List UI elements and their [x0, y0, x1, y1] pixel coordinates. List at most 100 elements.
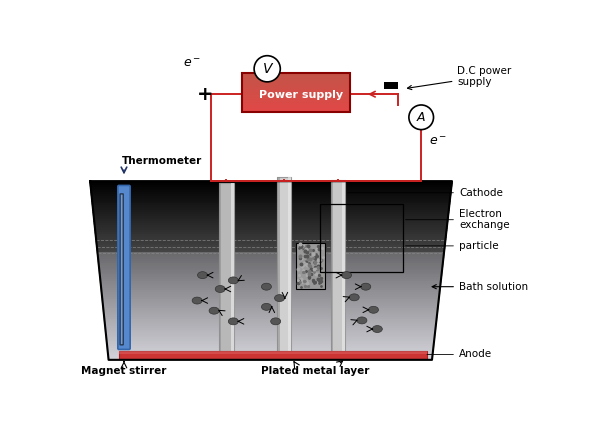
- Polygon shape: [96, 244, 445, 246]
- Bar: [242, 74, 350, 75]
- Bar: [242, 89, 350, 90]
- Polygon shape: [103, 302, 438, 304]
- Bar: [242, 105, 350, 106]
- Ellipse shape: [341, 272, 352, 279]
- Bar: [277, 178, 291, 358]
- Text: D.C power
supply: D.C power supply: [407, 66, 512, 89]
- Text: Thermometer: Thermometer: [121, 156, 202, 166]
- Bar: [242, 96, 350, 97]
- Polygon shape: [90, 181, 452, 184]
- Bar: [331, 181, 334, 358]
- Bar: [242, 85, 350, 86]
- FancyBboxPatch shape: [120, 194, 123, 345]
- Bar: [242, 90, 350, 91]
- Polygon shape: [103, 304, 438, 306]
- Polygon shape: [102, 299, 439, 302]
- Polygon shape: [98, 259, 443, 262]
- Ellipse shape: [209, 307, 219, 314]
- Polygon shape: [95, 230, 447, 232]
- Polygon shape: [94, 221, 447, 224]
- Bar: [242, 99, 350, 100]
- Ellipse shape: [228, 318, 239, 325]
- Bar: [219, 183, 221, 358]
- Bar: [242, 83, 350, 84]
- Text: Cathode: Cathode: [348, 188, 503, 198]
- Bar: [331, 181, 345, 358]
- Text: Plated metal layer: Plated metal layer: [261, 366, 369, 376]
- Ellipse shape: [197, 272, 208, 279]
- Polygon shape: [102, 291, 440, 293]
- Text: $e^-$: $e^-$: [429, 135, 447, 148]
- Bar: [242, 88, 350, 89]
- Bar: [242, 73, 350, 112]
- Polygon shape: [105, 324, 436, 326]
- Polygon shape: [90, 186, 451, 188]
- Ellipse shape: [357, 317, 367, 324]
- Polygon shape: [100, 282, 441, 284]
- Polygon shape: [92, 201, 450, 203]
- Polygon shape: [106, 331, 435, 333]
- Polygon shape: [108, 349, 433, 351]
- Text: particle: particle: [405, 241, 499, 251]
- Polygon shape: [92, 199, 450, 201]
- Polygon shape: [106, 340, 434, 342]
- Polygon shape: [96, 241, 446, 244]
- Bar: [242, 102, 350, 103]
- Bar: [242, 111, 350, 112]
- Polygon shape: [90, 184, 451, 186]
- Polygon shape: [105, 320, 437, 322]
- Bar: [242, 98, 350, 99]
- Bar: [242, 101, 350, 102]
- Bar: [242, 95, 350, 96]
- Polygon shape: [101, 286, 440, 289]
- Polygon shape: [91, 192, 451, 194]
- Polygon shape: [100, 284, 441, 286]
- Bar: [242, 87, 350, 88]
- Bar: [242, 79, 350, 80]
- Ellipse shape: [368, 306, 379, 313]
- Polygon shape: [96, 239, 446, 241]
- Polygon shape: [100, 277, 441, 280]
- Polygon shape: [96, 235, 446, 237]
- Bar: [242, 97, 350, 98]
- Polygon shape: [93, 206, 449, 208]
- Polygon shape: [98, 257, 444, 259]
- Text: Bath solution: Bath solution: [432, 282, 528, 292]
- Bar: [295, 243, 325, 289]
- Polygon shape: [107, 344, 434, 346]
- Polygon shape: [93, 210, 448, 213]
- Polygon shape: [106, 342, 434, 344]
- Bar: [242, 103, 350, 104]
- Polygon shape: [104, 318, 437, 320]
- Text: $e^-$: $e^-$: [182, 57, 201, 70]
- Ellipse shape: [271, 318, 280, 325]
- Polygon shape: [108, 358, 432, 360]
- Polygon shape: [106, 337, 435, 340]
- Bar: [242, 91, 350, 92]
- Polygon shape: [94, 219, 448, 221]
- Polygon shape: [93, 215, 448, 217]
- Bar: [118, 351, 426, 354]
- Bar: [219, 183, 234, 358]
- Polygon shape: [106, 335, 435, 337]
- Polygon shape: [108, 351, 433, 353]
- Polygon shape: [103, 308, 438, 311]
- Bar: [231, 183, 234, 358]
- Bar: [277, 178, 279, 358]
- Circle shape: [254, 56, 280, 82]
- Bar: [118, 351, 426, 359]
- Text: +: +: [197, 85, 213, 104]
- Polygon shape: [102, 295, 440, 297]
- Polygon shape: [91, 197, 450, 199]
- Bar: [242, 77, 350, 78]
- Polygon shape: [100, 280, 441, 282]
- Ellipse shape: [261, 303, 271, 310]
- Text: V: V: [263, 62, 272, 76]
- Polygon shape: [91, 194, 450, 197]
- Bar: [242, 94, 350, 95]
- Polygon shape: [91, 188, 451, 190]
- Ellipse shape: [373, 326, 382, 333]
- Bar: [242, 109, 350, 110]
- Polygon shape: [94, 217, 448, 219]
- Polygon shape: [96, 237, 446, 239]
